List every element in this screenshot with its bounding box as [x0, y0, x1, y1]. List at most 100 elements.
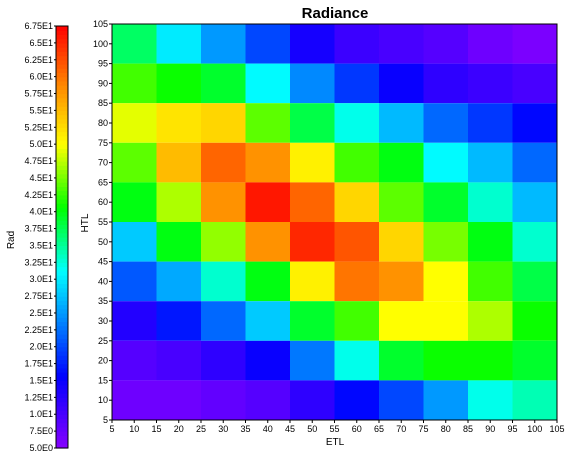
colorbar-band	[56, 114, 68, 120]
colorbar-band	[56, 85, 68, 90]
colorbar-band	[56, 283, 68, 289]
colorbar-label: Rad	[6, 231, 17, 249]
colorbar-band	[56, 249, 68, 255]
y-tick-label: 70	[98, 158, 108, 168]
x-tick-label: 65	[374, 424, 384, 434]
colorbar-band	[56, 34, 68, 40]
x-tick-label: 85	[463, 424, 473, 434]
x-tick-label: 35	[240, 424, 250, 434]
heatmap-cell	[112, 103, 157, 143]
heatmap-cell	[379, 380, 424, 420]
heatmap-cell	[468, 261, 513, 302]
heatmap-cell	[156, 301, 201, 341]
y-tick-label: 35	[98, 296, 108, 306]
x-tick-label: 25	[196, 424, 206, 434]
heatmap-cell	[201, 182, 246, 222]
colorbar-band	[56, 414, 68, 420]
colorbar-band	[56, 106, 68, 111]
colorbar-tick-label: 5.0E1	[29, 139, 53, 149]
colorbar-frame	[55, 25, 69, 449]
y-tick-label: 55	[98, 217, 108, 227]
x-tick-label: 100	[527, 424, 542, 434]
colorbar-band	[56, 329, 68, 335]
y-tick-label: 65	[98, 177, 108, 187]
x-axis-label: ETL	[326, 437, 345, 448]
heatmap-cell	[245, 380, 290, 420]
colorbar-tick-label: 6.0E1	[29, 72, 53, 82]
colorbar-band	[56, 203, 68, 209]
colorbar-band	[56, 287, 68, 293]
colorbar-band	[56, 291, 68, 297]
heatmap-cell	[334, 261, 379, 302]
heatmap-cell	[334, 24, 379, 64]
colorbar-band	[56, 152, 68, 158]
heatmap-cell	[334, 222, 379, 262]
colorbar-tick-label: 2.5E1	[29, 308, 53, 318]
colorbar-band	[56, 266, 68, 272]
heatmap-cell	[512, 261, 557, 302]
heatmap-cell	[290, 103, 335, 143]
heatmap-cell	[201, 380, 246, 420]
colorbar-band	[56, 139, 68, 145]
x-tick-label: 40	[263, 424, 273, 434]
colorbar-band	[56, 359, 68, 365]
heatmap-cell	[290, 24, 335, 64]
colorbar-band	[56, 304, 68, 310]
y-tick-label: 40	[98, 276, 108, 286]
colorbar-band	[56, 161, 68, 166]
colorbar-band	[56, 393, 68, 398]
heatmap-cell	[201, 340, 246, 381]
x-tick-label: 30	[218, 424, 228, 434]
colorbar-band	[56, 317, 68, 322]
colorbar-tick-label: 5.5E1	[29, 105, 53, 115]
heatmap-cell	[290, 142, 335, 183]
colorbar-band	[56, 376, 68, 382]
x-tick-label: 75	[418, 424, 428, 434]
y-tick-label: 5	[103, 415, 108, 425]
colorbar-band	[56, 220, 68, 225]
heatmap-cell	[468, 222, 513, 262]
y-axis-label: HTL	[80, 213, 91, 232]
heatmap-cell	[290, 182, 335, 222]
heatmap-cell	[379, 222, 424, 262]
colorbar-tick-label: 1.75E1	[24, 359, 53, 369]
heatmap-cell	[423, 261, 468, 302]
heatmap-cell	[156, 63, 201, 104]
y-tick-label: 15	[98, 375, 108, 385]
colorbar-band	[56, 410, 68, 415]
colorbar-tick-label: 6.25E1	[24, 55, 53, 65]
heatmap-cell	[379, 261, 424, 302]
heatmap-cell	[112, 63, 157, 104]
colorbar-band	[56, 169, 68, 175]
heatmap-cell	[334, 340, 379, 381]
y-tick-label: 20	[98, 356, 108, 366]
colorbar-tick-label: 3.5E1	[29, 240, 53, 250]
colorbar-tick-label: 6.75E1	[24, 21, 53, 31]
heatmap-cell	[423, 182, 468, 222]
y-tick-label: 25	[98, 336, 108, 346]
colorbar-band	[56, 224, 68, 230]
heatmap-cell	[156, 182, 201, 222]
heatmap-cell	[290, 340, 335, 381]
heatmap-cell	[112, 380, 157, 420]
heatmap-cell	[112, 261, 157, 302]
heatmap-cell	[512, 340, 557, 381]
heatmap-cell	[156, 261, 201, 302]
colorbar-band	[56, 76, 68, 82]
heatmap-cell	[468, 182, 513, 222]
colorbar-band	[56, 89, 68, 95]
colorbar-band	[56, 42, 68, 48]
colorbar-tick-label: 4.25E1	[24, 190, 53, 200]
colorbar-tick-label: 2.0E1	[29, 342, 53, 352]
colorbar-band	[56, 279, 68, 285]
colorbar-band	[56, 215, 68, 221]
colorbar-band	[56, 211, 68, 217]
colorbar-band	[56, 262, 68, 268]
colorbar-band	[56, 439, 68, 445]
heatmap-cell	[290, 301, 335, 341]
heatmap-cell	[379, 182, 424, 222]
heatmap-cell	[468, 301, 513, 341]
heatmap-cell	[290, 380, 335, 420]
colorbar-band	[56, 47, 68, 52]
